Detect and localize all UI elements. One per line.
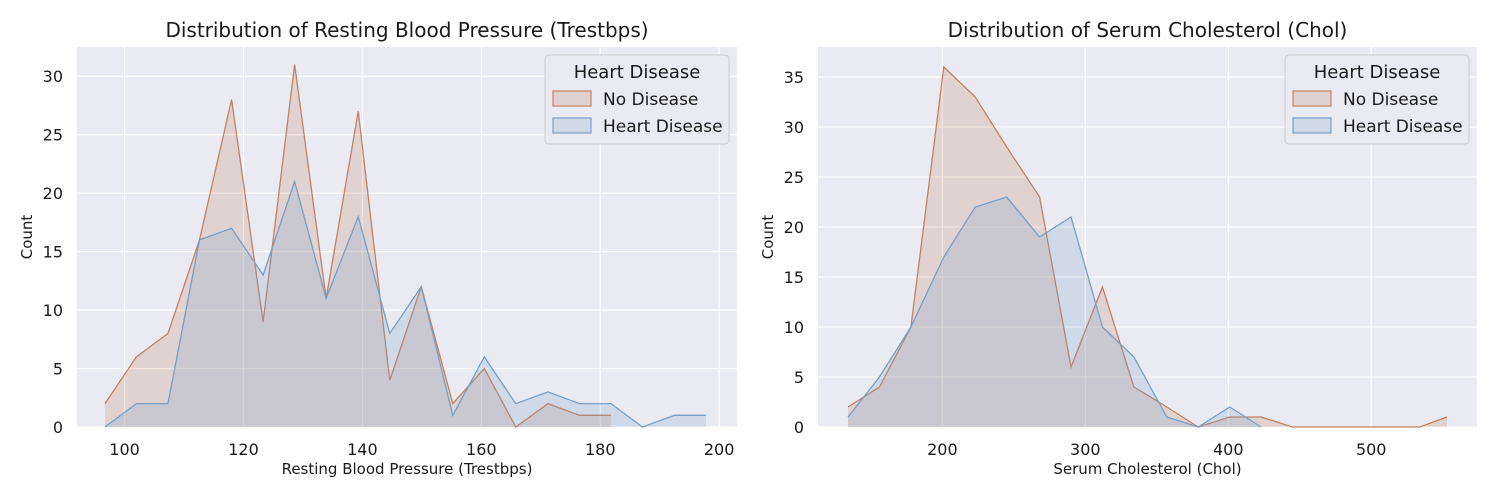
x-tick-label: 100 — [109, 440, 140, 459]
y-tick-label: 30 — [43, 67, 63, 86]
series-line — [847, 196, 1262, 428]
legend-swatch — [552, 117, 592, 134]
x-tick-label: 400 — [1213, 440, 1244, 459]
chart1-y-axis-label: Count — [18, 215, 36, 260]
x-tick-label: 160 — [466, 440, 497, 459]
y-tick-label: 15 — [784, 268, 804, 287]
chart2-title: Distribution of Serum Cholesterol (Chol) — [948, 18, 1348, 42]
chart2-y-axis-label: Count — [759, 215, 777, 260]
series-area — [104, 181, 707, 427]
legend-swatch — [1292, 117, 1332, 134]
x-tick-label: 200 — [927, 440, 958, 459]
y-tick-label: 10 — [784, 318, 804, 337]
legend-label: No Disease — [603, 90, 698, 110]
series-line — [104, 64, 611, 428]
series-line — [847, 65, 1448, 428]
legend-swatch — [1292, 90, 1332, 107]
chart2-series-heart-disease — [847, 196, 1262, 428]
legend-swatch — [552, 90, 592, 107]
series-area — [848, 67, 1447, 427]
series-line — [104, 179, 707, 428]
chart2: 200 300 400 500 0 5 10 15 20 25 30 35 Distribution o… — [759, 18, 1477, 478]
chart1-title: Distribution of Resting Blood Pressure (… — [165, 18, 648, 42]
chart1-series-no-disease — [104, 64, 611, 428]
legend-title: Heart Disease — [1314, 62, 1441, 83]
y-tick-label: 0 — [53, 418, 63, 437]
chart1-series-heart-disease — [104, 179, 707, 428]
chart2-series-no-disease — [847, 65, 1448, 428]
x-tick-label: 120 — [228, 440, 259, 459]
y-tick-label: 35 — [784, 68, 804, 87]
chart1-x-axis-label: Resting Blood Pressure (Trestbps) — [282, 460, 533, 478]
y-tick-label: 10 — [43, 301, 63, 320]
y-tick-label: 5 — [794, 368, 804, 387]
chart2-legend: Heart Disease No Disease Heart Disease — [1284, 54, 1470, 145]
x-tick-label: 180 — [585, 440, 616, 459]
x-tick-label: 300 — [1070, 440, 1101, 459]
chart1-legend: Heart Disease No Disease Heart Disease — [544, 54, 730, 145]
chart1-grid — [77, 47, 737, 428]
y-tick-label: 25 — [784, 168, 804, 187]
x-tick-label: 140 — [347, 440, 378, 459]
legend-label: No Disease — [1343, 90, 1438, 110]
legend-label: Heart Disease — [1343, 117, 1463, 137]
y-tick-label: 5 — [53, 360, 63, 379]
y-tick-label: 15 — [43, 243, 63, 262]
series-area — [848, 197, 1262, 427]
y-tick-label: 20 — [43, 184, 63, 203]
chart2-x-axis-label: Serum Cholesterol (Chol) — [1053, 460, 1241, 478]
y-tick-label: 20 — [784, 218, 804, 237]
legend-label: Heart Disease — [603, 117, 723, 137]
y-tick-label: 30 — [784, 118, 804, 137]
x-tick-label: 200 — [704, 440, 735, 459]
y-tick-label: 0 — [794, 418, 804, 437]
x-tick-label: 500 — [1356, 440, 1387, 459]
series-area — [104, 64, 611, 427]
chart1: 100 120 140 160 180 200 0 5 10 15 20 25 30 Distributi… — [18, 18, 737, 478]
y-tick-label: 25 — [43, 126, 63, 145]
legend-title: Heart Disease — [574, 62, 701, 83]
